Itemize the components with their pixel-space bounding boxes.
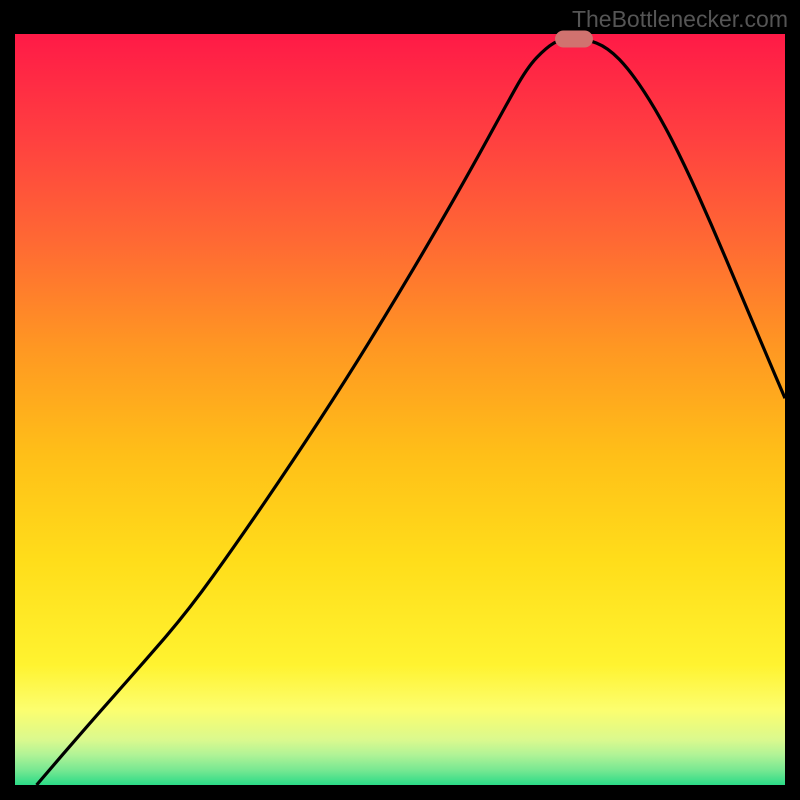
- gradient-plot-area: [15, 34, 785, 785]
- bottleneck-curve: [37, 39, 785, 785]
- watermark-text: TheBottlenecker.com: [572, 6, 788, 33]
- curve-svg: [15, 34, 785, 785]
